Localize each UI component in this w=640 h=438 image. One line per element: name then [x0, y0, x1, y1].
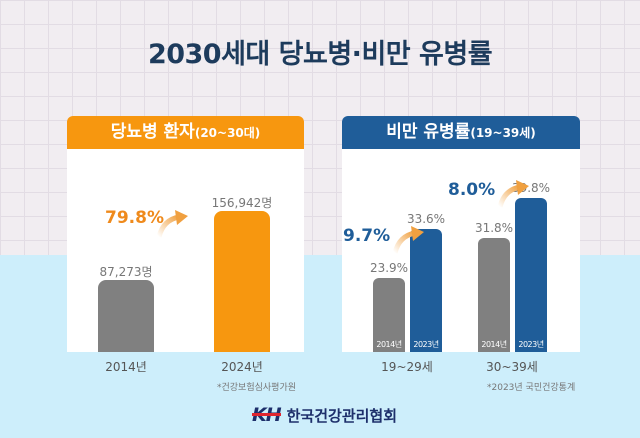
obesity-title-suffix: (19~39세) [470, 126, 536, 140]
obesity-card-header: 비만 유병률(19~39세) [342, 116, 580, 149]
x-label-19-29: 19~29세 [381, 360, 433, 374]
obesity-source: *2023년 국민건강통계 [487, 383, 576, 393]
diabetes-title-suffix: (20~30대) [194, 126, 261, 140]
value-label-30~39세-2014년: 31.8% [474, 221, 514, 236]
value-label-19~29세-2014년: 23.9% [369, 261, 409, 276]
bar-2014년 [98, 280, 154, 352]
bar-30~39세-2014년: 2014년 [478, 238, 510, 352]
org-name: 한국건강관리협회 [286, 406, 398, 425]
bar-19~29세-2014년: 2014년 [373, 278, 405, 352]
value-label-2024년: 156,942명 [211, 196, 273, 211]
increase-arrow-icon-0 [392, 226, 424, 254]
bar-year-label: 2023년 [518, 340, 544, 349]
bar-year-label: 2023년 [413, 340, 439, 349]
change-label-19~29세: 9.7% [343, 226, 391, 246]
logo: KH 한국건강관리협회 [252, 404, 397, 426]
diabetes-card-header: 당뇨병 환자(20~30대) [67, 116, 304, 149]
increase-arrow-icon-1 [497, 180, 529, 208]
bar-year-label: 2014년 [481, 340, 507, 349]
obesity-card: 비만 유병률(19~39세) 2014년 23.9% 2023년 33.6% 2014년… [342, 116, 580, 352]
x-label-2014: 2014년 [105, 360, 147, 374]
x-label-2024: 2024년 [221, 360, 263, 374]
kh-logo-mark: KH [252, 404, 282, 426]
change-label: 79.8% [105, 208, 164, 228]
diabetes-card: 당뇨병 환자(20~30대) 87,273명 156,942명 79.8% [67, 116, 304, 352]
obesity-plot: 2014년 23.9% 2023년 33.6% 2014년 31.8% 2023년 39.8%… [342, 116, 580, 352]
diabetes-plot: 87,273명 156,942명 79.8% [67, 116, 304, 352]
obesity-title: 비만 유병률 [386, 122, 471, 142]
bar-30~39세-2023년: 2023년 [515, 198, 547, 352]
page-title: 2030세대 당뇨병·비만 유병률 [147, 39, 493, 70]
change-label-30~39세: 8.0% [448, 180, 496, 200]
diabetes-source: *건강보험심사평가원 [217, 383, 297, 393]
value-label-19~29세-2023년: 33.6% [406, 212, 446, 227]
increase-arrow-icon [156, 210, 188, 238]
value-label-2014년: 87,273명 [99, 265, 153, 280]
bar-19~29세-2023년: 2023년 [410, 229, 442, 352]
diabetes-title: 당뇨병 환자 [110, 122, 195, 142]
x-label-30-39: 30~39세 [486, 360, 538, 374]
bar-2024년 [214, 211, 270, 352]
bar-year-label: 2014년 [376, 340, 402, 349]
